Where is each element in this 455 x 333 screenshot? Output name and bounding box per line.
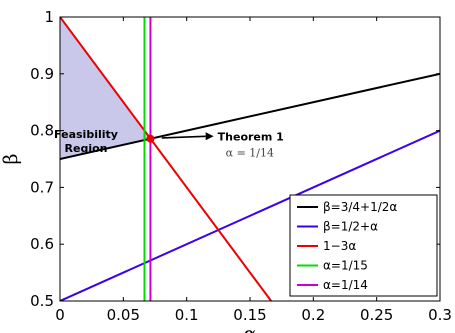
series-line-1 [60, 129, 440, 301]
axes: 0 0.05 0.1 0.15 0.2 0.25 0.3 0.5 0.6 0.7 0.8 0.9 1 α β [0, 8, 452, 333]
x-tick-label: 0.1 [175, 306, 199, 324]
x-tick-label: 0.2 [301, 306, 325, 324]
intersection-point [146, 134, 155, 143]
x-tick-label: 0.15 [233, 306, 266, 324]
y-tick-label: 0.9 [30, 65, 54, 83]
legend-label: 1−3α [323, 239, 356, 253]
region-label: Region [65, 142, 108, 155]
theorem-arrow-head [205, 132, 214, 141]
theorem-arrow-shaft [161, 135, 206, 139]
legend-label: β=1/2+α [323, 220, 378, 234]
y-tick-label: 1 [44, 8, 54, 26]
series-line-0 [60, 72, 440, 160]
legend-label: β=3/4+1/2α [323, 200, 397, 214]
y-tick-label: 0.6 [30, 235, 54, 253]
legend-label: α=1/14 [323, 278, 368, 292]
y-tick-label: 0.8 [30, 122, 54, 140]
y-tick-label: 0.7 [30, 178, 54, 196]
region-label: Feasibility [54, 128, 118, 141]
x-tick-label: 0 [55, 306, 65, 324]
theorem-label: Theorem 1 [218, 130, 284, 143]
x-tick-label: 0.05 [107, 306, 140, 324]
series-line-2 [60, 17, 272, 301]
x-tick-label: 0.25 [360, 306, 393, 324]
y-tick-label: 0.5 [30, 292, 54, 310]
feasibility-region [60, 17, 151, 159]
legend: β=3/4+1/2α β=1/2+α 1−3α α=1/15 α=1/14 [289, 194, 438, 297]
x-tick-label: 0.3 [428, 306, 452, 324]
theorem-sublabel: α = 1/14 [226, 146, 274, 159]
plot-area [60, 17, 440, 301]
y-axis-label: β [0, 153, 22, 164]
x-axis-label: α [244, 323, 257, 333]
legend-label: α=1/15 [323, 259, 368, 273]
